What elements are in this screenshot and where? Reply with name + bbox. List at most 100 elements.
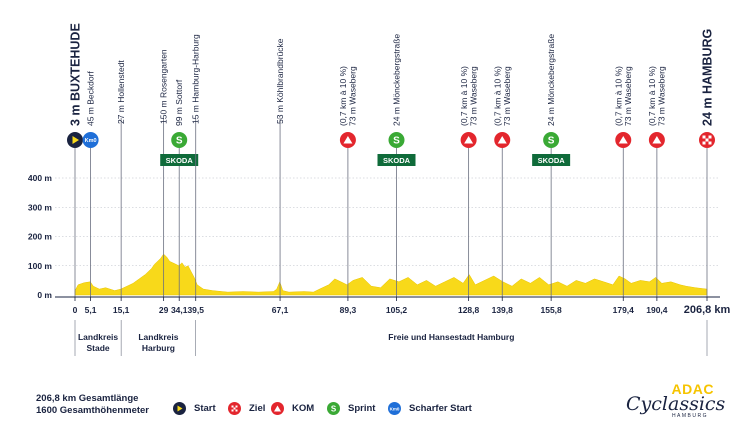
route-summary: 206,8 km Gesamtlänge 1600 Gesamthöhenmet… [36,393,149,417]
x-tick-label: 0 [73,305,78,315]
kom-mountain [618,136,628,144]
finish-flag-icon [228,402,241,415]
x-tick-label: 89,3 [340,305,357,315]
skoda-badge-text: SKODA [166,156,194,165]
y-tick-label: 300 m [28,202,53,212]
legend-label: Ziel [249,403,266,414]
marker-label: 45 m Beckdorf [86,71,96,126]
start-icon [173,402,186,415]
marker-label: 24 m HAMBURG [701,29,715,126]
elevation-area [74,253,708,296]
checker-square [705,138,709,142]
sprint-glyph: S [176,136,183,147]
region-label: Stade [86,343,109,353]
y-tick-label: 200 m [28,232,53,242]
sprint-icon: S [543,132,560,148]
sprint-icon: S [171,132,188,148]
total-climbing: 1600 Gesamthöhenmeter [36,405,149,416]
y-tick-label: 100 m [28,261,53,271]
x-tick-label: 5,1 [85,305,97,315]
x-axis: 0 5,1 15,1 29 34,1 39,5 67,1 89,3 105,2 128,8 139,… [55,296,731,316]
legend-label: Scharfer Start [409,403,472,414]
kom-mountain [652,136,662,144]
mountain-icon [615,132,632,148]
legend-label: Sprint [348,403,376,414]
marker-label: 73 m Waseberg [502,66,512,126]
legend-scharfer-start: Km0 Scharfer Start [388,402,472,415]
mountain-icon [648,132,665,148]
skoda-badge-text: SKODA [383,156,411,165]
kom-mountain [497,136,507,144]
marker-label: 15 m Hamburg-Harburg [191,34,201,124]
region-label: Freie und Hansestadt Hamburg [388,332,514,342]
y-tick-label: 0 m [37,290,52,300]
kom-mountain [464,136,474,144]
skoda-badge [532,154,571,166]
x-tick-label: 139,8 [492,305,514,315]
region-label: Harburg [142,343,175,353]
marker-label: 73 m Waseberg [657,66,667,126]
adac-cyclassics-logo: ADAC Cyclassics HAMBURG [624,381,726,421]
legend-sprint: S Sprint [327,402,375,415]
logo-cyclassics-text: Cyclassics [626,393,726,415]
skoda-badge [377,154,416,166]
x-tick-label: 190,4 [646,305,668,315]
x-tick-label: 29 [159,305,169,315]
marker-label: 24 m Mönckebergstraße [546,34,556,126]
x-tick-label: 179,4 [613,305,635,315]
sprint-icon-circle [171,132,188,148]
legend-start: Start [173,402,216,415]
marker-label: (0,7 km à 10 %) [459,66,469,126]
marker-label: 73 m Waseberg [468,66,478,126]
x-tick-label: 34,1 [171,305,188,315]
marker-label: 24 m Mönckebergstraße [392,34,402,126]
grid-lines [55,177,720,267]
route-markers: 3 m BUXTEHUDE Km0 45 m Beckdorf 27 m Hollen… [67,23,715,297]
y-tick-label: 400 m [28,173,53,183]
checker-square [702,141,706,145]
scharfer-start-icon-circle [82,132,99,148]
sprint-icon-circle [388,132,405,148]
marker-label: 27 m Hollenstedt [116,60,126,124]
skoda-badge [160,154,199,166]
mountain-icon [271,402,284,415]
sprint-icon-circle [543,132,560,148]
sprint-glyph: S [548,136,555,147]
kom-mountain [343,136,353,144]
marker-label: 99 m Sottorf [174,79,184,126]
elevation-profile-chart: 0 m 100 m 200 m 300 m 400 m 3 m BUXTEHUDE Km0… [28,23,731,356]
km0-glyph: Km0 [85,138,97,144]
svg-text:Km0: Km0 [390,407,400,412]
marker-label: (0,7 km à 10 %) [492,66,502,126]
mountain-icon [460,132,477,148]
region-label: Landkreis [138,332,178,342]
checker-square [702,135,706,139]
legend-kom: KOM [271,402,314,415]
finish-flag-icon [699,132,715,148]
skoda-badge-text: SKODA [538,156,566,165]
marker-label: 150 m Rosengarten [159,49,169,124]
start-triangle [72,136,79,144]
marker-label: 3 m BUXTEHUDE [69,23,83,126]
x-tick-label: 155,8 [540,305,562,315]
x-tick-label: 128,8 [458,305,480,315]
svg-text:S: S [331,405,337,414]
x-tick-label: 206,8 km [684,304,731,316]
logo-city-text: HAMBURG [671,413,708,419]
region-label: Landkreis [78,332,118,342]
logo-adac-text: ADAC [671,381,714,397]
marker-label: 73 m Waseberg [348,66,358,126]
legend-ziel: Ziel [228,402,265,415]
mountain-icon [494,132,511,148]
sprint-icon: S [327,402,340,415]
marker-label: 53 m Köhlbrandbrücke [275,38,285,124]
mountain-icon [339,132,356,148]
scharfer-start-icon: Km0 [388,402,401,415]
sprint-glyph: S [393,136,400,147]
y-axis: 0 m 100 m 200 m 300 m 400 m [28,173,53,300]
marker-label: (0,7 km à 10 %) [338,66,348,126]
x-tick-label: 67,1 [272,305,289,315]
legend-label: KOM [292,403,315,414]
marker-label: (0,7 km à 10 %) [647,66,657,126]
